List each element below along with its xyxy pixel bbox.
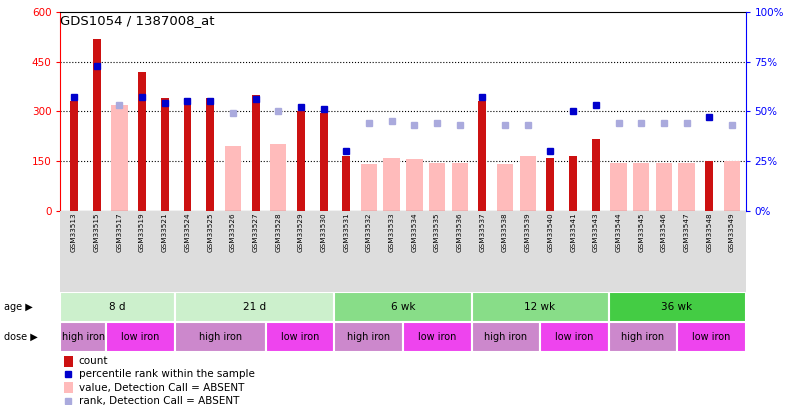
Text: 21 d: 21 d bbox=[243, 302, 266, 312]
Text: GSM33540: GSM33540 bbox=[547, 212, 554, 252]
Bar bbox=[184, 98, 192, 211]
Bar bbox=[175, 292, 334, 322]
Text: GSM33535: GSM33535 bbox=[434, 212, 440, 252]
Text: GSM33529: GSM33529 bbox=[298, 212, 304, 252]
Text: GSM33541: GSM33541 bbox=[570, 212, 576, 252]
Bar bbox=[546, 158, 555, 211]
Text: GSM33538: GSM33538 bbox=[502, 212, 508, 252]
Bar bbox=[334, 292, 472, 322]
Bar bbox=[93, 38, 101, 211]
Text: percentile rank within the sample: percentile rank within the sample bbox=[78, 369, 255, 379]
Bar bbox=[270, 145, 286, 211]
Text: GSM33548: GSM33548 bbox=[706, 212, 713, 252]
Text: 36 wk: 36 wk bbox=[662, 302, 692, 312]
Text: high iron: high iron bbox=[199, 332, 242, 342]
Text: 12 wk: 12 wk bbox=[525, 302, 555, 312]
Bar bbox=[64, 356, 73, 367]
Bar bbox=[609, 322, 677, 352]
Bar bbox=[520, 156, 536, 211]
Bar bbox=[705, 161, 713, 211]
Text: GSM33549: GSM33549 bbox=[729, 212, 735, 252]
Bar bbox=[451, 163, 467, 211]
Text: GSM33536: GSM33536 bbox=[457, 212, 463, 252]
Bar bbox=[334, 322, 403, 352]
Text: high iron: high iron bbox=[347, 332, 390, 342]
Bar bbox=[175, 322, 266, 352]
Text: low iron: low iron bbox=[121, 332, 160, 342]
Bar bbox=[497, 164, 513, 211]
Bar bbox=[297, 111, 305, 211]
Text: 8 d: 8 d bbox=[110, 302, 126, 312]
Text: low iron: low iron bbox=[692, 332, 730, 342]
Text: GSM33537: GSM33537 bbox=[480, 212, 485, 252]
Text: low iron: low iron bbox=[555, 332, 593, 342]
Bar bbox=[70, 101, 78, 211]
Text: 6 wk: 6 wk bbox=[391, 302, 415, 312]
Bar bbox=[633, 163, 650, 211]
Bar bbox=[609, 292, 746, 322]
Bar bbox=[60, 322, 106, 352]
Text: GSM33528: GSM33528 bbox=[275, 212, 281, 252]
Bar bbox=[138, 72, 146, 211]
Text: GSM33519: GSM33519 bbox=[139, 212, 145, 252]
Bar bbox=[320, 113, 327, 211]
Bar bbox=[472, 322, 540, 352]
Text: GSM33532: GSM33532 bbox=[366, 212, 372, 252]
Text: GSM33544: GSM33544 bbox=[616, 212, 621, 252]
Text: GSM33531: GSM33531 bbox=[343, 212, 349, 252]
Bar bbox=[343, 156, 351, 211]
Text: GDS1054 / 1387008_at: GDS1054 / 1387008_at bbox=[60, 14, 215, 27]
Text: high iron: high iron bbox=[484, 332, 527, 342]
Bar bbox=[60, 292, 175, 322]
Bar bbox=[472, 292, 609, 322]
Bar bbox=[64, 382, 73, 393]
Text: GSM33517: GSM33517 bbox=[116, 212, 123, 252]
Bar bbox=[251, 95, 260, 211]
Text: GSM33534: GSM33534 bbox=[411, 212, 418, 252]
Text: GSM33530: GSM33530 bbox=[321, 212, 326, 252]
Bar bbox=[266, 322, 334, 352]
Text: GSM33515: GSM33515 bbox=[93, 212, 100, 252]
Text: low iron: low iron bbox=[418, 332, 456, 342]
Text: low iron: low iron bbox=[281, 332, 319, 342]
Bar bbox=[677, 322, 746, 352]
Text: high iron: high iron bbox=[62, 332, 105, 342]
Text: dose ▶: dose ▶ bbox=[4, 332, 38, 342]
Text: GSM33533: GSM33533 bbox=[388, 212, 395, 252]
Bar bbox=[656, 163, 672, 211]
Text: age ▶: age ▶ bbox=[4, 302, 33, 312]
Text: GSM33527: GSM33527 bbox=[252, 212, 259, 252]
Bar bbox=[225, 146, 241, 211]
Text: GSM33525: GSM33525 bbox=[207, 212, 213, 252]
Text: GSM33524: GSM33524 bbox=[185, 212, 190, 252]
Bar bbox=[569, 156, 577, 211]
Bar bbox=[111, 105, 127, 211]
Bar bbox=[406, 159, 422, 211]
Text: GSM33547: GSM33547 bbox=[683, 212, 690, 252]
Bar bbox=[361, 164, 377, 211]
Text: GSM33546: GSM33546 bbox=[661, 212, 667, 252]
Text: rank, Detection Call = ABSENT: rank, Detection Call = ABSENT bbox=[78, 396, 239, 405]
Text: value, Detection Call = ABSENT: value, Detection Call = ABSENT bbox=[78, 383, 244, 392]
Bar bbox=[429, 163, 445, 211]
Text: GSM33545: GSM33545 bbox=[638, 212, 644, 252]
Text: GSM33513: GSM33513 bbox=[71, 212, 77, 252]
Bar bbox=[540, 322, 609, 352]
Bar bbox=[679, 163, 695, 211]
Bar bbox=[592, 139, 600, 211]
Bar bbox=[384, 158, 400, 211]
Bar bbox=[610, 163, 627, 211]
Text: GSM33526: GSM33526 bbox=[230, 212, 236, 252]
Bar bbox=[403, 322, 472, 352]
Bar bbox=[106, 322, 175, 352]
Text: high iron: high iron bbox=[621, 332, 664, 342]
Text: GSM33521: GSM33521 bbox=[162, 212, 168, 252]
Bar bbox=[206, 98, 214, 211]
Bar bbox=[161, 98, 168, 211]
Text: count: count bbox=[78, 356, 108, 366]
Text: GSM33543: GSM33543 bbox=[593, 212, 599, 252]
Text: GSM33539: GSM33539 bbox=[525, 212, 531, 252]
Bar bbox=[724, 161, 740, 211]
Bar bbox=[479, 101, 486, 211]
